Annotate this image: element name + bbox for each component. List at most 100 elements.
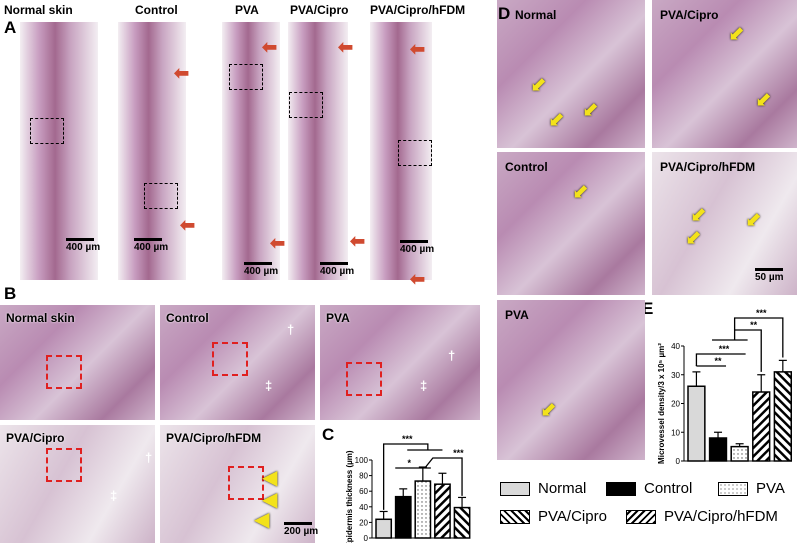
yellow-arrow-icon: ⬋ xyxy=(690,204,707,226)
panel-b-label: Normal skin xyxy=(6,311,75,325)
y-tick-label: 80 xyxy=(359,472,368,481)
panel-b-label: Control xyxy=(166,311,209,325)
legend-swatch xyxy=(718,481,748,496)
significance-label: ** xyxy=(715,356,723,366)
panel-b-label: PVA/Cipro/hFDM xyxy=(166,431,262,445)
y-tick-label: 10 xyxy=(671,428,680,437)
significance-bracket xyxy=(733,329,762,372)
red-arrow-icon: ⬅ xyxy=(410,269,426,289)
y-tick-label: 20 xyxy=(359,518,368,527)
panel-letter: E xyxy=(642,299,653,318)
tissue-strip-image xyxy=(288,22,348,280)
histology-image xyxy=(0,425,155,543)
legend-label: PVA xyxy=(756,480,785,497)
red-arrow-icon: ⬅ xyxy=(270,233,286,253)
region-box xyxy=(144,183,178,209)
bar-control xyxy=(394,495,412,539)
legend-label: Normal xyxy=(538,480,587,497)
y-axis-label: Epidermis thickness (µm) xyxy=(345,450,354,543)
red-arrow-icon: ⬅ xyxy=(262,37,278,57)
panel-a-label: Normal skin xyxy=(4,3,73,17)
histology-image xyxy=(0,305,155,420)
dagger-mark: † xyxy=(448,348,456,363)
red-arrow-icon: ⬅ xyxy=(338,37,354,57)
scale-bar: 400 µm xyxy=(66,238,100,253)
y-tick-label: 60 xyxy=(359,487,368,496)
bar-normal xyxy=(375,518,393,539)
panel-a-label: PVA xyxy=(235,3,259,17)
significance-label: *** xyxy=(453,448,464,458)
yellow-arrow-icon: ⬋ xyxy=(728,23,745,45)
significance-label: *** xyxy=(756,308,767,318)
legend-swatch xyxy=(500,509,530,524)
y-tick-label: 0 xyxy=(676,457,681,466)
yellow-arrow-icon: ◀ xyxy=(262,489,278,511)
significance-label: *** xyxy=(719,344,730,354)
panel-b-label: PVA/Cipro xyxy=(6,431,65,445)
panel-letter: C xyxy=(322,425,334,444)
yellow-arrow-icon: ◀ xyxy=(254,509,270,531)
bar-pva-cipro-hfdm xyxy=(453,506,471,539)
legend-item: PVA/Cipro xyxy=(500,508,607,525)
yellow-arrow-icon: ⬋ xyxy=(548,109,565,131)
histology-image xyxy=(497,0,645,148)
panel-a-letter: A xyxy=(4,18,17,37)
y-tick-label: 40 xyxy=(671,342,680,351)
legend-swatch xyxy=(626,509,656,524)
histology-image xyxy=(497,300,645,460)
bar-pva xyxy=(730,445,749,462)
histology-image xyxy=(497,152,645,295)
scale-bar: 400 µm xyxy=(134,238,168,253)
bar-normal xyxy=(687,385,706,462)
dagger-mark: ‡ xyxy=(265,378,273,393)
yellow-arrow-icon: ◀ xyxy=(262,467,278,489)
significance-label: *** xyxy=(402,434,413,444)
significance-bracket xyxy=(382,443,429,510)
legend-item: Normal xyxy=(500,480,586,497)
y-tick-label: 0 xyxy=(364,534,369,543)
panel-d-label: Control xyxy=(505,160,548,174)
bar-pva-cipro xyxy=(752,391,771,462)
panel-d-label: PVA xyxy=(505,308,529,322)
region-box-red xyxy=(346,362,382,396)
yellow-arrow-icon: ⬋ xyxy=(685,227,702,249)
y-tick-label: 20 xyxy=(671,400,680,409)
dagger-mark: † xyxy=(145,450,153,465)
red-arrow-icon: ⬅ xyxy=(174,63,190,83)
panel-d-label: PVA/Cipro xyxy=(660,8,719,22)
chart-e: E 0 10 20 30 40 Microvessel density/3 x 10⁵ µm… xyxy=(642,299,792,466)
panel-a-label: PVA/Cipro/hFDM xyxy=(370,3,466,17)
red-arrow-icon: ⬅ xyxy=(410,39,426,59)
tissue-strip-image xyxy=(222,22,280,280)
tissue-strip-image xyxy=(118,22,186,280)
yellow-arrow-icon: ⬋ xyxy=(755,89,772,111)
panel-a-label: Control xyxy=(135,3,178,17)
y-axis-label: Microvessel density/3 x 10⁵ µm² xyxy=(657,343,666,464)
dagger-mark: ‡ xyxy=(420,378,428,393)
significance-bracket xyxy=(424,457,463,496)
legend-item: PVA/Cipro/hFDM xyxy=(626,508,778,525)
legend-label: PVA/Cipro xyxy=(538,508,607,525)
region-box xyxy=(30,118,64,144)
region-box xyxy=(398,140,432,166)
histology-image xyxy=(652,0,797,148)
y-tick-label: 100 xyxy=(355,456,369,465)
panel-d-label: PVA/Cipro/hFDM xyxy=(660,160,756,174)
histology-image xyxy=(160,305,315,420)
tissue-strip-image xyxy=(20,22,98,280)
panel-a-label: PVA/Cipro xyxy=(290,3,349,17)
y-tick-label: 40 xyxy=(359,503,368,512)
region-box xyxy=(229,64,263,90)
dagger-mark: ‡ xyxy=(110,488,118,503)
bar-pva xyxy=(414,480,432,539)
yellow-arrow-icon: ⬋ xyxy=(582,99,599,121)
bar-control xyxy=(708,437,728,462)
dagger-mark: † xyxy=(287,322,295,337)
yellow-arrow-icon: ⬋ xyxy=(530,74,547,96)
legend-swatch xyxy=(500,481,530,496)
legend-swatch xyxy=(606,481,636,496)
legend-label: PVA/Cipro/hFDM xyxy=(664,508,778,525)
scale-bar: 400 µm xyxy=(244,262,278,277)
bar-pva-cipro xyxy=(434,483,451,539)
